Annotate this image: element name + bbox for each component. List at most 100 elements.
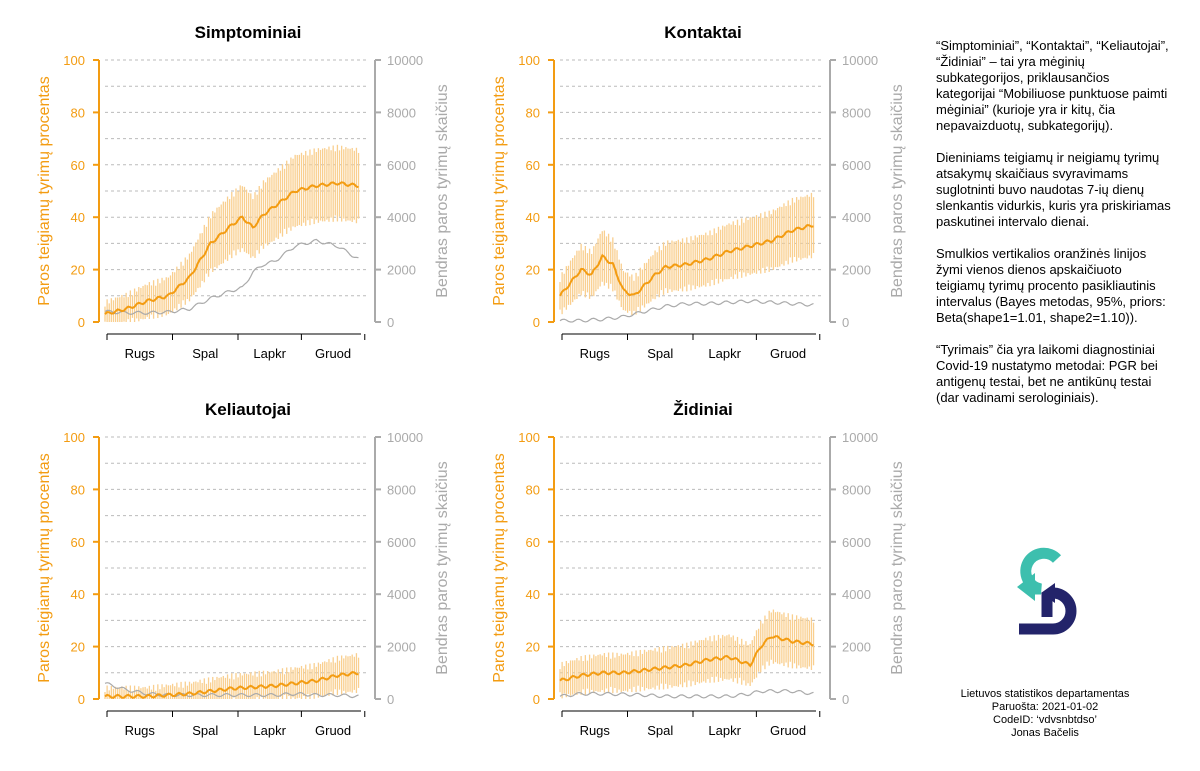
y-tick-label-left: 40 bbox=[526, 587, 540, 602]
y-tick-label-left: 80 bbox=[71, 482, 85, 497]
x-tick-label: Lapkr bbox=[253, 723, 286, 738]
x-tick-label: Spal bbox=[192, 723, 218, 738]
y-tick-label-left: 80 bbox=[71, 105, 85, 120]
footer-codeid: CodeID: ‘vdvsnbtdso’ bbox=[993, 714, 1097, 726]
notes: “Simptominiai”, “Kontaktai”, “Keliautoja… bbox=[936, 38, 1172, 422]
footer-org: Lietuvos statistikos departamentas bbox=[960, 688, 1130, 700]
y-tick-label-right: 10000 bbox=[842, 53, 878, 68]
x-tick-label: Gruod bbox=[315, 723, 351, 738]
y-tick-label-right: 8000 bbox=[387, 482, 416, 497]
y-tick-label-left: 100 bbox=[518, 430, 540, 445]
note-1: “Simptominiai”, “Kontaktai”, “Keliautoja… bbox=[936, 38, 1169, 133]
y-axis-label-left: Paros teigiamų tyrimų procentas bbox=[36, 453, 53, 682]
charts-canvas: Simptominiai 0 20 40 60 80 100 Paros teigiamų t… bbox=[36, 23, 906, 738]
y-tick-label-right: 2000 bbox=[842, 640, 871, 655]
y-tick-label-right: 8000 bbox=[842, 105, 871, 120]
series-total-tests bbox=[104, 238, 359, 316]
panel-2: Keliautojai 0 20 40 60 80 100 Paros teigiamų ty… bbox=[36, 400, 451, 738]
y-tick-label-left: 20 bbox=[526, 640, 540, 655]
x-tick-label: Lapkr bbox=[708, 723, 741, 738]
series-positive-percent bbox=[559, 635, 814, 682]
y-axis-label-right: Bendras paros tyrimų skaičius bbox=[889, 84, 906, 297]
y-tick-label-left: 100 bbox=[518, 53, 540, 68]
x-tick-label: Rugs bbox=[580, 346, 611, 361]
y-tick-label-right: 0 bbox=[387, 692, 394, 707]
y-tick-label-left: 60 bbox=[526, 535, 540, 550]
x-tick-label: Spal bbox=[192, 346, 218, 361]
footer: Lietuvos statistikos departamentas Paruo… bbox=[925, 688, 1165, 740]
y-axis-label-right: Bendras paros tyrimų skaičius bbox=[434, 461, 451, 674]
note-3: Smulkios vertikalios oranžinės linijos ž… bbox=[936, 246, 1166, 325]
y-tick-label-left: 40 bbox=[71, 587, 85, 602]
x-tick-label: Spal bbox=[647, 723, 673, 738]
y-tick-label-left: 60 bbox=[526, 158, 540, 173]
y-tick-label-left: 40 bbox=[71, 210, 85, 225]
y-axis-label-left: Paros teigiamų tyrimų procentas bbox=[491, 76, 508, 305]
ci-bars bbox=[104, 653, 360, 699]
series-positive-percent bbox=[104, 181, 359, 315]
x-tick-label: Lapkr bbox=[253, 346, 286, 361]
y-tick-label-left: 80 bbox=[526, 482, 540, 497]
y-tick-label-left: 20 bbox=[71, 263, 85, 278]
y-tick-label-left: 100 bbox=[63, 430, 85, 445]
x-tick-label: Rugs bbox=[125, 723, 156, 738]
y-tick-label-right: 6000 bbox=[387, 535, 416, 550]
footer-prepared: Paruošta: 2021-01-02 bbox=[991, 701, 1099, 713]
y-tick-label-left: 20 bbox=[526, 263, 540, 278]
y-axis-label-right: Bendras paros tyrimų skaičius bbox=[889, 461, 906, 674]
y-tick-label-left: 0 bbox=[533, 315, 540, 330]
panel-0: Simptominiai 0 20 40 60 80 100 Paros teigiamų t… bbox=[36, 23, 451, 361]
footer-author: Jonas Bačelis bbox=[1011, 727, 1079, 739]
y-tick-label-left: 0 bbox=[78, 692, 85, 707]
y-tick-label-right: 0 bbox=[842, 315, 849, 330]
y-tick-label-right: 4000 bbox=[387, 587, 416, 602]
y-axis-label-right: Bendras paros tyrimų skaičius bbox=[434, 84, 451, 297]
y-tick-label-left: 60 bbox=[71, 535, 85, 550]
x-tick-label: Gruod bbox=[770, 723, 806, 738]
panel-1: Kontaktai 0 20 40 60 80 100 Paros teigiamų tyri… bbox=[491, 23, 906, 361]
y-tick-label-right: 6000 bbox=[842, 158, 871, 173]
y-tick-label-left: 80 bbox=[526, 105, 540, 120]
y-tick-label-left: 0 bbox=[533, 692, 540, 707]
panel-3: Židiniai 0 20 40 60 80 100 Paros teigiamų tyrim… bbox=[491, 400, 906, 738]
x-tick-label: Rugs bbox=[580, 723, 611, 738]
y-tick-label-right: 0 bbox=[842, 692, 849, 707]
y-tick-label-right: 4000 bbox=[842, 210, 871, 225]
y-tick-label-right: 8000 bbox=[842, 482, 871, 497]
y-tick-label-left: 40 bbox=[526, 210, 540, 225]
y-tick-label-left: 20 bbox=[71, 640, 85, 655]
y-tick-label-left: 0 bbox=[78, 315, 85, 330]
y-tick-label-right: 10000 bbox=[842, 430, 878, 445]
y-tick-label-right: 10000 bbox=[387, 53, 423, 68]
x-tick-label: Rugs bbox=[125, 346, 156, 361]
series-positive-percent bbox=[104, 671, 359, 700]
series-total-tests bbox=[559, 299, 814, 323]
y-axis-label-left: Paros teigiamų tyrimų procentas bbox=[36, 76, 53, 305]
note-2: Dieniniams teigiamų ir neigiamų tyrimų a… bbox=[936, 150, 1171, 229]
series-positive-percent bbox=[559, 224, 814, 297]
y-tick-label-right: 4000 bbox=[842, 587, 871, 602]
y-tick-label-right: 2000 bbox=[842, 263, 871, 278]
y-tick-label-right: 10000 bbox=[387, 430, 423, 445]
logo-icon bbox=[1017, 547, 1077, 635]
y-tick-label-right: 2000 bbox=[387, 640, 416, 655]
y-tick-label-left: 60 bbox=[71, 158, 85, 173]
ci-bars bbox=[559, 192, 815, 316]
note-4: “Tyrimais” čia yra laikomi diagnostiniai… bbox=[936, 342, 1158, 405]
y-axis-label-left: Paros teigiamų tyrimų procentas bbox=[491, 453, 508, 682]
ci-bars bbox=[559, 609, 815, 699]
y-tick-label-left: 100 bbox=[63, 53, 85, 68]
panel-title: Kontaktai bbox=[664, 23, 741, 42]
y-tick-label-right: 6000 bbox=[842, 535, 871, 550]
y-tick-label-right: 4000 bbox=[387, 210, 416, 225]
x-tick-label: Gruod bbox=[315, 346, 351, 361]
y-tick-label-right: 0 bbox=[387, 315, 394, 330]
panel-title: Keliautojai bbox=[205, 400, 291, 419]
x-tick-label: Lapkr bbox=[708, 346, 741, 361]
y-tick-label-right: 2000 bbox=[387, 263, 416, 278]
x-tick-label: Spal bbox=[647, 346, 673, 361]
panel-title: Židiniai bbox=[673, 400, 733, 419]
x-tick-label: Gruod bbox=[770, 346, 806, 361]
y-tick-label-right: 8000 bbox=[387, 105, 416, 120]
panel-title: Simptominiai bbox=[195, 23, 302, 42]
